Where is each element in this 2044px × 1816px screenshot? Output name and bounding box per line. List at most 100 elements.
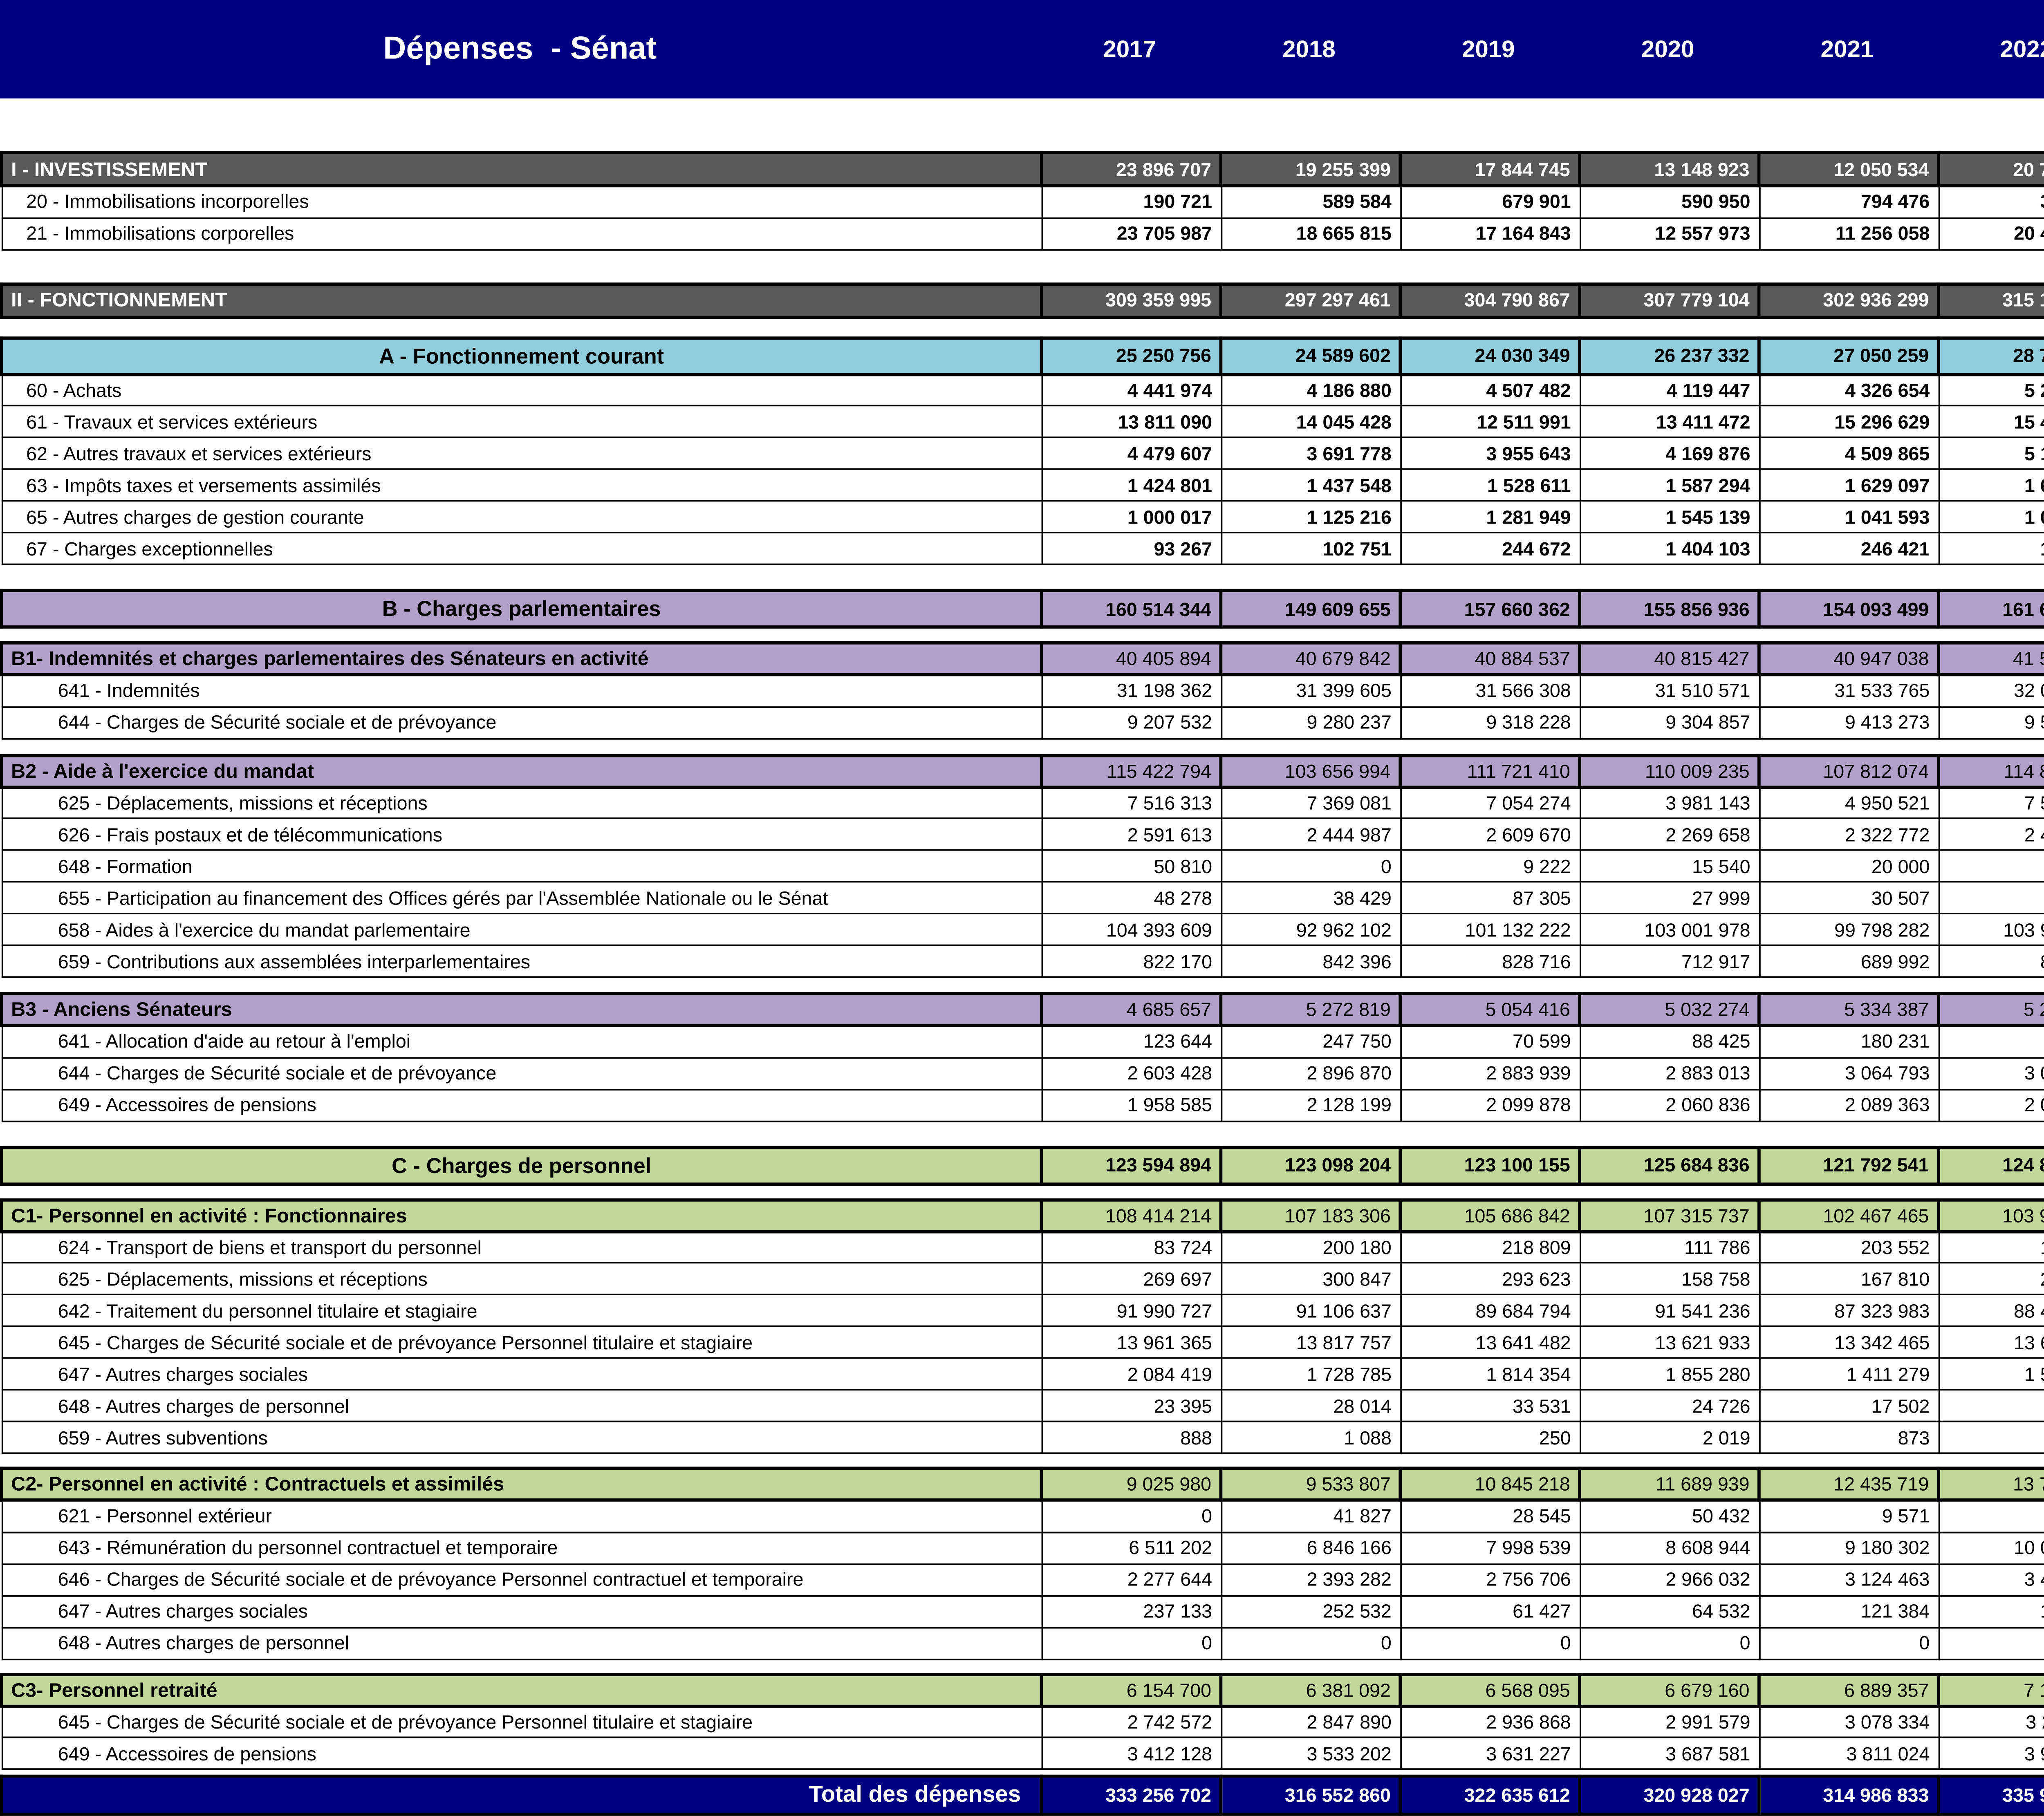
value-2020: 88 425 xyxy=(1579,1024,1760,1058)
value-2017: 822 170 xyxy=(1040,944,1222,978)
value-2019: 3 631 227 xyxy=(1399,1736,1581,1770)
value-2017: 333 256 702 xyxy=(1040,1774,1223,1816)
value-2021: 9 571 xyxy=(1758,1499,1939,1533)
row-label: 624 - Transport de biens et transport du… xyxy=(0,1230,1042,1264)
value-2020: 307 779 104 xyxy=(1578,282,1761,318)
table-row: 643 - Rémunération du personnel contract… xyxy=(0,1531,2044,1565)
row-label: 21 - Immobilisations corporelles xyxy=(0,217,1042,250)
col-header-2022: 2022 xyxy=(2000,36,2044,63)
value-2021: 4 326 654 xyxy=(1758,373,1939,407)
table-row: 655 - Participation au financement des O… xyxy=(0,881,2044,914)
table-row: 61 - Travaux et services extérieurs 13 81… xyxy=(0,405,2044,438)
value-2020: 320 928 027 xyxy=(1578,1774,1761,1816)
value-2020: 3 687 581 xyxy=(1579,1736,1760,1770)
value-2021: 1 041 593 xyxy=(1758,500,1939,533)
value-2017: 237 133 xyxy=(1040,1594,1222,1628)
table-row: B1- Indemnités et charges parlementaires… xyxy=(0,641,2044,676)
value-2017: 6 154 700 xyxy=(1040,1672,1223,1707)
value-2019: 3 955 643 xyxy=(1399,436,1581,470)
value-2017: 13 961 365 xyxy=(1040,1325,1222,1359)
table-row: 647 - Autres charges sociales 237 133 252 … xyxy=(0,1594,2044,1628)
value-2022: 3 497 099 xyxy=(1937,1563,2044,1596)
value-2018: 38 429 xyxy=(1220,881,1401,914)
row-label: B1- Indemnités et charges parlementaires… xyxy=(0,641,1043,676)
value-2020: 2 019 xyxy=(1579,1420,1760,1454)
value-2021: 2 089 363 xyxy=(1758,1088,1939,1122)
value-2018: 149 609 655 xyxy=(1219,589,1402,629)
value-2020: 2 060 836 xyxy=(1579,1088,1760,1122)
row-label: II - FONCTIONNEMENT xyxy=(0,282,1043,318)
value-2018: 3 533 202 xyxy=(1220,1736,1401,1770)
value-2017: 91 990 727 xyxy=(1040,1294,1222,1327)
value-2020: 1 855 280 xyxy=(1579,1357,1760,1391)
value-2017: 2 603 428 xyxy=(1040,1056,1222,1090)
value-2018: 1 728 785 xyxy=(1220,1357,1401,1391)
value-2017: 123 594 894 xyxy=(1040,1145,1223,1185)
value-2021: 2 322 772 xyxy=(1758,817,1939,851)
value-2022: 315 192 405 xyxy=(1936,282,2044,318)
value-2021: 102 467 465 xyxy=(1757,1198,1940,1233)
value-2022: 164 088 xyxy=(1937,1594,2044,1628)
value-2022: 20 785 548 xyxy=(1936,150,2044,188)
row-label: 644 - Charges de Sécurité sociale et de … xyxy=(0,705,1042,739)
page-title: Dépenses - Sénat xyxy=(383,31,657,66)
value-2019: 9 318 228 xyxy=(1399,705,1581,739)
value-2019: 157 660 362 xyxy=(1399,589,1581,629)
value-2019: 28 545 xyxy=(1399,1499,1581,1533)
section-gap xyxy=(0,1122,2044,1145)
value-2021: 0 xyxy=(1758,1626,1939,1660)
value-2020: 5 032 274 xyxy=(1578,992,1761,1027)
value-2022: 815 427 xyxy=(1937,944,2044,978)
row-label: 625 - Déplacements, missions et réceptio… xyxy=(0,786,1042,819)
row-label: 644 - Charges de Sécurité sociale et de … xyxy=(0,1056,1042,1090)
value-2017: 23 896 707 xyxy=(1040,150,1223,188)
row-label: 621 - Personnel extérieur xyxy=(0,1499,1042,1533)
value-2019: 828 716 xyxy=(1399,944,1581,978)
value-2017: 4 441 974 xyxy=(1040,373,1222,407)
value-2017: 2 277 644 xyxy=(1040,1563,1222,1596)
value-2019: 7 054 274 xyxy=(1399,786,1581,819)
value-2017: 83 724 xyxy=(1040,1230,1222,1264)
section-gap xyxy=(0,978,2044,992)
value-2019: 2 099 878 xyxy=(1399,1088,1581,1122)
value-2022: 114 857 965 xyxy=(1936,753,2044,788)
value-2019: 31 566 308 xyxy=(1399,674,1581,708)
value-2022: 5 218 949 xyxy=(1937,373,2044,407)
row-label: 60 - Achats xyxy=(0,373,1042,407)
row-label: 647 - Autres charges sociales xyxy=(0,1594,1042,1628)
section-gap xyxy=(0,318,2044,336)
row-label: 626 - Frais postaux et de télécommunicat… xyxy=(0,817,1042,851)
value-2017: 9 025 980 xyxy=(1040,1467,1223,1502)
value-2018: 2 896 870 xyxy=(1220,1056,1401,1090)
value-2020: 40 815 427 xyxy=(1578,641,1761,676)
value-2018: 1 125 216 xyxy=(1220,500,1401,533)
value-2019: 244 672 xyxy=(1399,531,1581,565)
value-2020: 15 540 xyxy=(1579,849,1760,883)
value-2018: 103 656 994 xyxy=(1219,753,1402,788)
row-label: B3 - Anciens Sénateurs xyxy=(0,992,1043,1027)
table-section: Total des dépenses 333 256 702 316 552 860… xyxy=(0,1774,2044,1816)
value-2018: 91 106 637 xyxy=(1220,1294,1401,1327)
value-2021: 1 411 279 xyxy=(1758,1357,1939,1391)
table-row: 621 - Personnel extérieur 0 41 827 28 545 50… xyxy=(0,1499,2044,1533)
value-2022: 9 500 542 xyxy=(1937,705,2044,739)
value-2017: 1 424 801 xyxy=(1040,468,1222,502)
value-2022: 7 155 387 xyxy=(1936,1672,2044,1707)
value-2022: 76 450 xyxy=(1937,849,2044,883)
value-2021: 15 296 629 xyxy=(1758,405,1939,438)
value-2021: 30 507 xyxy=(1758,881,1939,914)
section-gap xyxy=(0,739,2044,753)
value-2022: 124 842 945 xyxy=(1936,1145,2044,1185)
value-2022: 2 063 278 xyxy=(1937,1088,2044,1122)
table-row: 645 - Charges de Sécurité sociale et de … xyxy=(0,1325,2044,1359)
table-row: 642 - Traitement du personnel titulaire … xyxy=(0,1294,2044,1327)
value-2022: 131 643 xyxy=(1937,1230,2044,1264)
value-2021: 12 435 719 xyxy=(1757,1467,1940,1502)
value-2018: 3 691 778 xyxy=(1220,436,1401,470)
value-2019: 17 844 745 xyxy=(1399,150,1581,188)
value-2017: 108 414 214 xyxy=(1040,1198,1223,1233)
value-2020: 13 621 933 xyxy=(1579,1325,1760,1359)
table-row: B3 - Anciens Sénateurs 4 685 657 5 272 819… xyxy=(0,992,2044,1027)
row-label: 648 - Autres charges de personnel xyxy=(0,1626,1042,1660)
table-row: II - FONCTIONNEMENT 309 359 995 297 297 46… xyxy=(0,282,2044,318)
